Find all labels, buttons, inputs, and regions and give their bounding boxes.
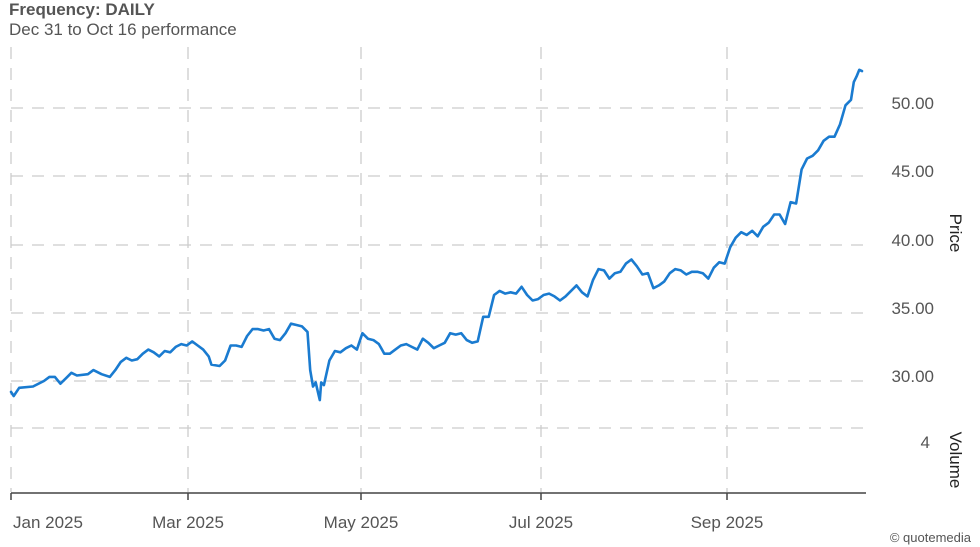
xtick-label: Jul 2025 (509, 513, 573, 532)
price-series-line (9, 68, 864, 402)
ytick-label: 50.00 (891, 94, 934, 113)
vertical-gridlines (10, 47, 728, 492)
price-axis-title: Price (946, 214, 965, 253)
quotemedia-copyright: © quotemedia (889, 530, 971, 545)
volume-tick-label: 4 (921, 433, 930, 452)
chart-subtitle: Dec 31 to Oct 16 performance (9, 20, 237, 39)
xtick-label: Jan 2025 (13, 513, 83, 532)
xtick-label: Mar 2025 (152, 513, 224, 532)
ytick-label: 40.00 (891, 231, 934, 250)
volume-axis-title: Volume (946, 432, 965, 489)
x-axis-ticks (10, 493, 728, 500)
ytick-label: 30.00 (891, 367, 934, 386)
chart-frequency-label: Frequency: DAILY (9, 0, 155, 19)
xtick-label: Sep 2025 (691, 513, 764, 532)
horizontal-gridlines (11, 107, 866, 429)
xtick-label: May 2025 (324, 513, 399, 532)
ytick-label: 45.00 (891, 162, 934, 181)
ytick-label: 35.00 (891, 299, 934, 318)
